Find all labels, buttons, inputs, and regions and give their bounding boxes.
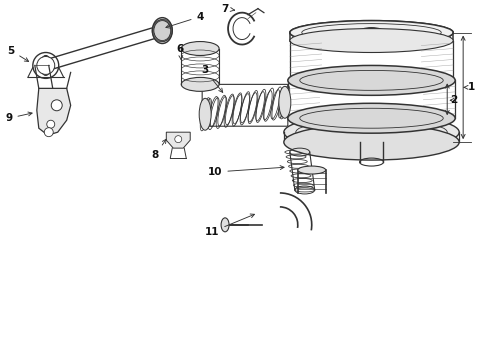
Circle shape [51, 100, 62, 111]
Ellipse shape [199, 98, 211, 130]
Ellipse shape [288, 103, 455, 133]
Text: 9: 9 [5, 112, 32, 123]
Text: 7: 7 [221, 4, 235, 14]
FancyBboxPatch shape [202, 84, 288, 126]
Text: 8: 8 [152, 139, 166, 160]
Ellipse shape [284, 124, 459, 160]
Ellipse shape [290, 28, 453, 53]
Text: 5: 5 [7, 45, 28, 62]
Circle shape [175, 136, 182, 143]
Text: 6: 6 [176, 44, 184, 59]
Text: 2: 2 [450, 95, 458, 105]
Text: 4: 4 [166, 12, 204, 28]
Text: 11: 11 [205, 214, 254, 237]
Text: 1: 1 [464, 82, 475, 93]
Ellipse shape [298, 166, 326, 174]
Ellipse shape [284, 114, 459, 150]
Ellipse shape [152, 18, 172, 44]
Circle shape [44, 128, 53, 137]
Circle shape [47, 120, 55, 128]
Circle shape [37, 57, 55, 75]
Text: 3: 3 [201, 66, 223, 93]
Ellipse shape [279, 86, 291, 118]
Ellipse shape [40, 55, 51, 75]
Polygon shape [166, 132, 190, 148]
Ellipse shape [290, 21, 453, 45]
Ellipse shape [181, 77, 219, 91]
Ellipse shape [288, 66, 455, 95]
Ellipse shape [221, 218, 229, 232]
Ellipse shape [181, 41, 219, 55]
Polygon shape [37, 88, 71, 135]
Text: 10: 10 [208, 166, 284, 177]
